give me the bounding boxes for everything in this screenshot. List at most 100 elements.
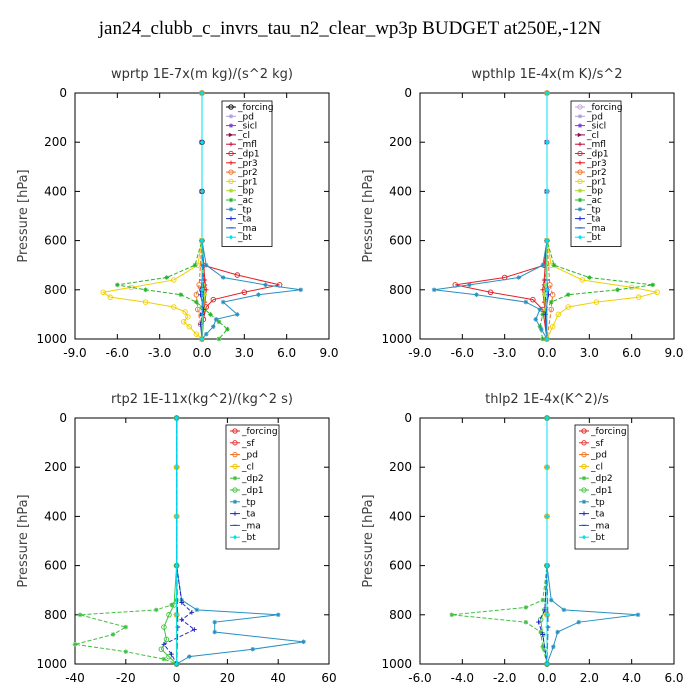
series-point [539, 326, 544, 332]
y-tick-label: 400 [389, 184, 412, 198]
series-point [536, 619, 541, 625]
series-point [203, 331, 209, 337]
y-tick-label: 1000 [36, 332, 67, 346]
legend-marker [228, 197, 234, 203]
legend-marker [228, 104, 234, 110]
legend-label: _forcing [237, 103, 274, 113]
series-line [539, 93, 653, 340]
series-point [241, 289, 248, 296]
series-point [298, 287, 304, 293]
y-tick-label: 0 [404, 86, 412, 100]
series-point [161, 656, 167, 662]
series-point [174, 612, 179, 618]
series-point [166, 653, 172, 660]
legend-label: _ma [237, 224, 257, 234]
series-point [185, 314, 191, 320]
x-tick-label: 9.0 [664, 346, 683, 360]
series-point [523, 299, 529, 305]
series-point [199, 90, 205, 96]
series-point [225, 326, 230, 332]
series-point [213, 317, 219, 322]
series-point [174, 415, 179, 421]
legend-label: _pd [586, 112, 603, 122]
series-point [192, 627, 197, 632]
legend-label: _bt [590, 533, 605, 543]
series-point [110, 632, 116, 637]
series-point [174, 563, 179, 568]
series-point [544, 90, 550, 96]
legend-marker [232, 487, 238, 493]
series-point [544, 287, 550, 293]
series-point [199, 336, 205, 342]
legend-marker [577, 104, 583, 110]
legend-marker [581, 476, 587, 481]
series-point [187, 654, 192, 659]
series-point [199, 287, 205, 293]
x-tick-label: -40 [65, 671, 85, 685]
series-point [193, 331, 200, 337]
series-point [516, 275, 522, 280]
series-point [199, 139, 205, 145]
series-point [263, 282, 268, 288]
legend-label: _bt [237, 233, 252, 243]
x-tick-label: 6.0 [664, 671, 683, 685]
series-group [100, 90, 304, 342]
legend-label: _sicl [586, 122, 606, 132]
series-point [195, 306, 201, 313]
x-tick-label: 6.0 [622, 346, 641, 360]
series-point [169, 651, 174, 657]
series-point [544, 612, 550, 618]
series-point [628, 284, 635, 291]
y-tick-label: 0 [404, 411, 412, 425]
legend-marker [581, 487, 587, 493]
series-point [174, 464, 179, 470]
y-tick-label: 0 [59, 411, 67, 425]
series-point [161, 642, 167, 647]
legend-label: _pd [241, 451, 258, 461]
series-point [250, 646, 256, 652]
y-axis-label: Pressure [hPa] [16, 494, 31, 587]
series-point [548, 597, 554, 603]
series-group [449, 415, 641, 667]
series-group [431, 90, 660, 342]
chart-panel-2: wpthlp 1E-4x(m K)/s^2 -9.0 -6.0 -3.0 0.0 3.0 6… [361, 67, 684, 360]
legend-label: _forcing [590, 427, 627, 437]
series-point [182, 309, 188, 315]
x-tick-label: -6.0 [106, 346, 129, 360]
series-point [158, 646, 165, 652]
series-point [540, 312, 546, 317]
legend-marker [577, 235, 583, 240]
legend-marker [577, 132, 583, 138]
y-tick-label: 200 [389, 460, 412, 474]
series-point [202, 299, 208, 305]
series-point [548, 306, 554, 313]
legend-label: _bt [586, 233, 601, 243]
series-point [541, 292, 547, 298]
series-point [544, 563, 550, 568]
legend-marker [232, 511, 238, 516]
y-axis-label: Pressure [hPa] [16, 169, 31, 262]
legend-label: _mfl [586, 140, 606, 150]
legend-label: _dp1 [237, 150, 260, 160]
chart-panel-1: wprtp 1E-7x(m kg)/(s^2 kg) -9.0 -6.0 -3.0 0.… [16, 67, 339, 360]
y-tick-label: 200 [44, 135, 67, 149]
legend-label: _cl [590, 462, 603, 472]
plot-frame [74, 417, 330, 665]
legend-label: _ta [590, 510, 605, 520]
series-point [189, 610, 195, 615]
y-tick-label: 600 [389, 559, 412, 573]
legend-marker [228, 132, 234, 138]
legend-label: _sf [241, 439, 255, 449]
series-point [540, 644, 546, 650]
legend-label: _pr2 [586, 168, 607, 178]
legend-marker [232, 428, 238, 434]
legend-label: _forcing [241, 427, 278, 437]
x-tick-label: -3.0 [493, 346, 516, 360]
legend-marker [581, 451, 587, 458]
series-line [537, 418, 548, 665]
series-point [210, 324, 216, 329]
series-point [143, 287, 148, 293]
series-point [100, 289, 106, 296]
series-point [72, 642, 78, 647]
